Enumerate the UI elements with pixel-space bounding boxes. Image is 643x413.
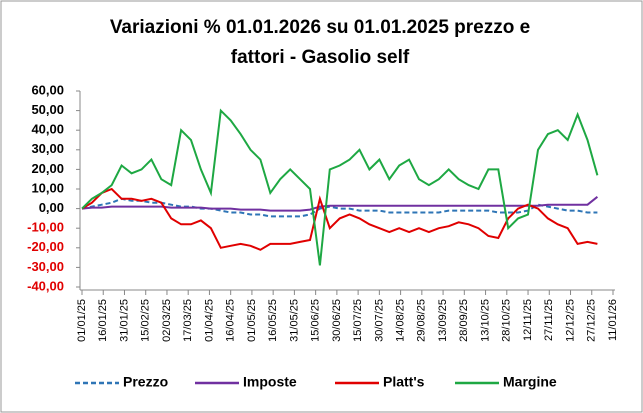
x-tick-label: 02/03/25 (161, 299, 173, 342)
x-tick-label: 16/01/25 (97, 299, 109, 342)
x-tick-label: 31/05/25 (288, 299, 300, 342)
x-tick-label: 30/07/25 (373, 299, 385, 342)
y-tick-label: 0,00 (39, 200, 64, 215)
y-tick-label: 20,00 (31, 161, 64, 176)
y-tick-label: -20,00 (27, 239, 64, 254)
x-tick-label: 01/01/25 (76, 299, 88, 342)
series-line (81, 196, 599, 212)
y-tick-label: 40,00 (31, 122, 64, 137)
x-tick-label: 17/03/25 (182, 299, 194, 342)
legend-label: Margine (503, 374, 557, 390)
x-tick-label: 15/06/25 (310, 299, 322, 342)
legend-label: Platt's (383, 374, 425, 390)
x-tick-label: 12/11/25 (522, 299, 534, 341)
legend-label: Prezzo (123, 374, 168, 390)
series-line (81, 197, 598, 218)
x-tick-label: 16/05/25 (267, 299, 279, 342)
x-tick-label: 14/08/25 (395, 299, 407, 342)
x-tick-label: 01/04/25 (203, 299, 215, 342)
series-line (81, 187, 598, 251)
x-tick-label: 29/08/25 (416, 299, 428, 342)
chart-title: fattori - Gasolio self (231, 47, 410, 68)
y-tick-label: -10,00 (27, 220, 64, 235)
x-tick-label: 16/04/25 (225, 299, 237, 342)
x-tick-label: 28/10/25 (501, 299, 513, 342)
y-tick-label: 60,00 (31, 82, 64, 97)
x-tick-label: 27/12/25 (586, 299, 598, 342)
x-tick-label: 13/09/25 (437, 299, 449, 342)
y-tick-label: -30,00 (27, 259, 64, 274)
legend-label: Imposte (243, 374, 297, 390)
x-tick-label: 15/02/25 (140, 299, 152, 342)
x-tick-label: 27/11/25 (543, 299, 555, 341)
y-tick-label: -40,00 (27, 278, 64, 293)
x-tick-label: 01/05/25 (246, 299, 258, 342)
x-tick-label: 12/12/25 (564, 299, 576, 342)
series-line (81, 108, 599, 266)
x-tick-label: 15/07/25 (352, 299, 364, 342)
chart-title: Variazioni % 01.01.2026 su 01.01.2025 pr… (110, 17, 530, 38)
x-tick-label: 11/01/26 (607, 299, 619, 341)
x-tick-label: 13/10/25 (479, 299, 491, 342)
x-tick-label: 28/09/25 (458, 299, 470, 342)
y-tick-label: 30,00 (31, 141, 64, 156)
y-tick-label: 10,00 (31, 180, 64, 195)
y-tick-label: 50,00 (31, 102, 64, 117)
x-tick-label: 30/06/25 (331, 299, 343, 342)
x-tick-label: 31/01/25 (118, 299, 130, 342)
